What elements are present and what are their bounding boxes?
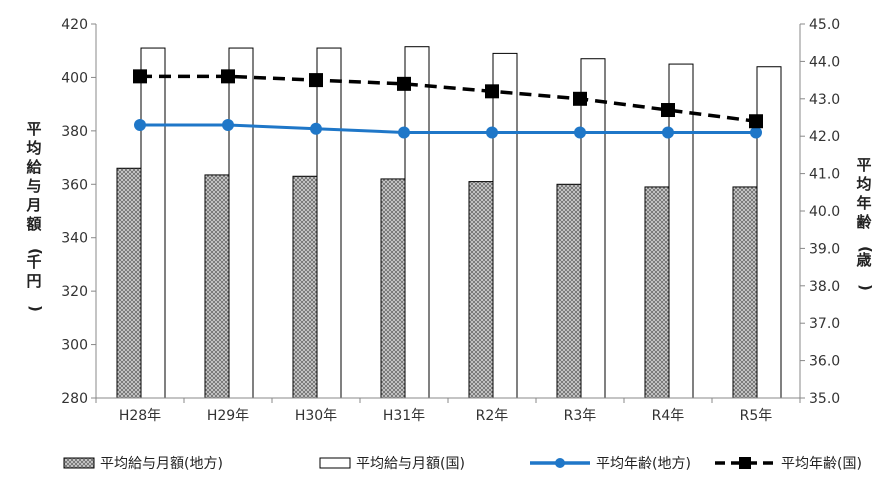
bar-national-6 (668, 63, 694, 399)
axis-title-char: 与 (26, 177, 41, 195)
axis-title-char: 年 (856, 194, 871, 212)
point-age-national-3 (397, 76, 411, 91)
point-age-local-7 (750, 126, 762, 139)
left-tick-label: 360 (61, 177, 88, 193)
axis-title-char: 円 (26, 272, 41, 290)
axis-title-char: 均 (26, 139, 41, 157)
legend-item-3: 平均年齢(国) (715, 456, 862, 472)
x-tick-label: R2年 (476, 408, 509, 424)
right-tick-label: 37.0 (809, 316, 840, 332)
point-age-national-5 (573, 91, 587, 106)
point-age-local-0 (134, 118, 146, 131)
point-age-national-0 (133, 69, 147, 84)
x-tick-label: H30年 (295, 408, 337, 424)
bar-local-1 (204, 174, 230, 399)
legend-item-2: 平均年齢(地方) (530, 456, 691, 472)
axis-title-char: ( (27, 248, 45, 255)
right-tick-label: 39.0 (809, 241, 840, 257)
axis-title-char: ) (857, 284, 875, 291)
legend-item-0: 平均給与月額(地方) (63, 456, 223, 472)
x-tick-label: H31年 (383, 408, 425, 424)
point-age-local-1 (222, 118, 234, 131)
left-axis-title: 平均給与月額 (千円) (25, 120, 44, 312)
axis-title-char: ( (857, 246, 875, 253)
x-tick-label: R5年 (740, 408, 773, 424)
axis-title-char: 千 (26, 253, 41, 271)
point-age-local-6 (662, 126, 674, 139)
legend-label: 平均給与月額(地方) (100, 456, 223, 472)
point-age-national-4 (485, 84, 499, 99)
bar-national-3 (404, 46, 430, 399)
right-tick-label: 42.0 (809, 129, 840, 145)
axes: 280 300 320 340 360 380 400 420 35.0 36.0 37.0 38.0… (61, 17, 840, 424)
left-tick-label: 320 (61, 284, 88, 300)
right-tick-label: 35.0 (809, 391, 840, 407)
legend-swatch (319, 457, 351, 469)
bar-national-2 (316, 47, 342, 399)
bar-local-2 (292, 175, 318, 399)
point-age-local-3 (398, 126, 410, 139)
right-tick-label: 44.0 (809, 54, 840, 70)
point-age-local-4 (486, 126, 498, 139)
x-tick-label: R4年 (652, 408, 685, 424)
legend-label: 平均給与月額(国) (356, 456, 465, 472)
right-axis-title: 平均年齢 (歳) (856, 156, 874, 291)
right-tick-label: 40.0 (809, 204, 840, 220)
bar-national-4 (492, 52, 518, 399)
left-tick-label: 340 (61, 231, 88, 247)
point-age-national-6 (661, 103, 675, 118)
point-age-national-2 (309, 73, 323, 88)
bar-national-1 (228, 47, 254, 399)
right-tick-label: 36.0 (809, 354, 840, 370)
left-tick-label: 280 (61, 391, 88, 407)
bar-local-7 (732, 186, 758, 399)
x-tick-label: H28年 (119, 408, 161, 424)
axis-title-char: 均 (856, 175, 871, 193)
left-tick-label: 420 (61, 17, 88, 33)
legend-label: 平均年齢(国) (781, 456, 862, 472)
axis-title-char: 齢 (856, 213, 872, 231)
plot-area (116, 46, 782, 399)
legend-marker (739, 457, 751, 469)
bar-national-0 (140, 47, 166, 399)
x-tick-label: H29年 (207, 408, 249, 424)
axis-title-char: 給 (26, 158, 42, 176)
point-age-local-2 (310, 122, 322, 135)
bar-national-5 (580, 58, 606, 399)
axis-title-char: 平 (856, 156, 871, 174)
x-tick-label: R3年 (564, 408, 597, 424)
left-tick-label: 400 (61, 70, 88, 86)
axis-title-char: 月 (25, 196, 41, 214)
right-tick-label: 38.0 (809, 279, 840, 295)
left-tick-label: 380 (61, 124, 88, 140)
bar-local-0 (116, 167, 142, 399)
bar-local-6 (644, 186, 670, 399)
axis-title-char: 歳 (856, 251, 871, 269)
line-age-local (140, 123, 756, 134)
line-age-national (140, 74, 757, 123)
bar-local-3 (380, 178, 406, 399)
right-tick-label: 43.0 (809, 92, 840, 108)
legend: 平均給与月額(地方) 平均給与月額(国) 平均年齢(地方) 平均年齢(国) (63, 456, 862, 472)
legend-item-1: 平均給与月額(国) (319, 456, 465, 472)
axis-title-char: 平 (26, 120, 41, 138)
point-age-national-1 (221, 69, 235, 84)
legend-swatch (63, 457, 95, 469)
point-age-local-5 (574, 126, 586, 139)
left-tick-label: 300 (61, 338, 88, 354)
legend-label: 平均年齢(地方) (596, 456, 691, 472)
bar-local-4 (468, 181, 494, 399)
point-age-national-7 (749, 114, 763, 129)
axis-title-char: ) (27, 305, 45, 312)
axis-title-char: 額 (25, 215, 41, 233)
right-tick-label: 41.0 (809, 167, 840, 183)
bar-local-5 (556, 183, 582, 399)
right-tick-label: 45.0 (809, 17, 840, 33)
legend-marker (555, 458, 565, 468)
